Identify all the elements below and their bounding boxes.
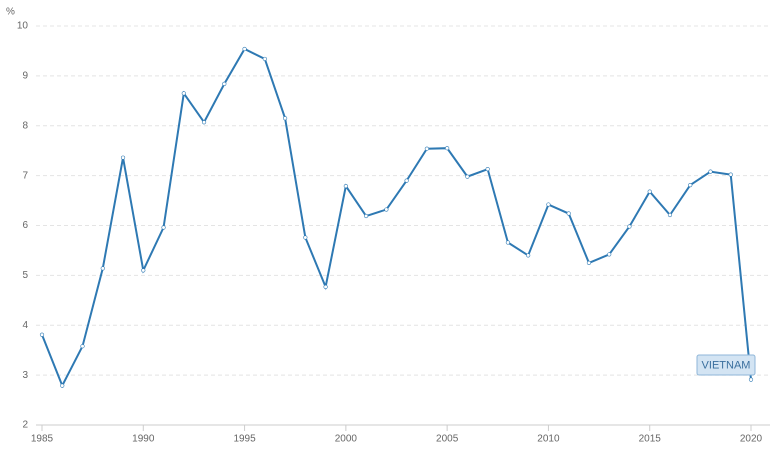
point [364, 213, 369, 219]
point [120, 155, 126, 160]
point [647, 189, 652, 194]
point [667, 212, 673, 218]
point [39, 332, 45, 337]
point [688, 183, 693, 188]
line [41, 47, 752, 389]
point [505, 240, 511, 245]
y-tick-label: 4 [22, 320, 28, 331]
x-tick-label: 2015 [639, 434, 662, 445]
x-tick-label: 1995 [233, 434, 256, 445]
point [708, 169, 713, 174]
point [60, 383, 65, 388]
point [424, 146, 429, 151]
point [546, 202, 551, 207]
x-tick-label: 2000 [335, 434, 358, 445]
point [404, 178, 409, 183]
series-label-text: VIETNAM [702, 359, 751, 371]
y-tick-label: 7 [22, 170, 28, 181]
point [323, 284, 328, 289]
x-tick-label: 1985 [31, 434, 54, 445]
series-label-box [696, 354, 756, 376]
point [80, 344, 85, 349]
point [303, 235, 308, 240]
y-tick-label: 5 [22, 270, 28, 281]
point [100, 266, 105, 271]
point [728, 172, 733, 177]
y-tick-label: 8 [22, 120, 28, 131]
series-label: VIETNAM [696, 354, 756, 376]
x-tick-label: 2010 [537, 434, 560, 445]
point [627, 224, 632, 229]
point [748, 377, 754, 382]
point [282, 116, 288, 121]
point [485, 167, 490, 172]
point [343, 183, 348, 189]
x-tick-label: 1990 [132, 434, 155, 445]
y-tick-label: 6 [22, 220, 28, 231]
point [445, 146, 450, 151]
point [201, 120, 207, 125]
y-tick-label: 10 [17, 21, 29, 32]
point [141, 268, 146, 273]
point [262, 56, 267, 62]
x-tick-label: 2020 [740, 434, 763, 445]
x-tick-label: 2005 [436, 434, 459, 445]
y-axis-label: % [6, 7, 15, 18]
point [586, 260, 592, 266]
point [566, 211, 571, 216]
point [181, 91, 186, 96]
y-tick-label: 9 [22, 71, 28, 82]
y-tick-label: 3 [22, 370, 28, 381]
y-tick-label: 2 [22, 420, 28, 431]
point [384, 207, 389, 212]
point [607, 252, 612, 257]
point [526, 253, 531, 258]
point [242, 46, 247, 52]
point [161, 225, 166, 230]
point [222, 81, 227, 86]
point [465, 174, 470, 179]
